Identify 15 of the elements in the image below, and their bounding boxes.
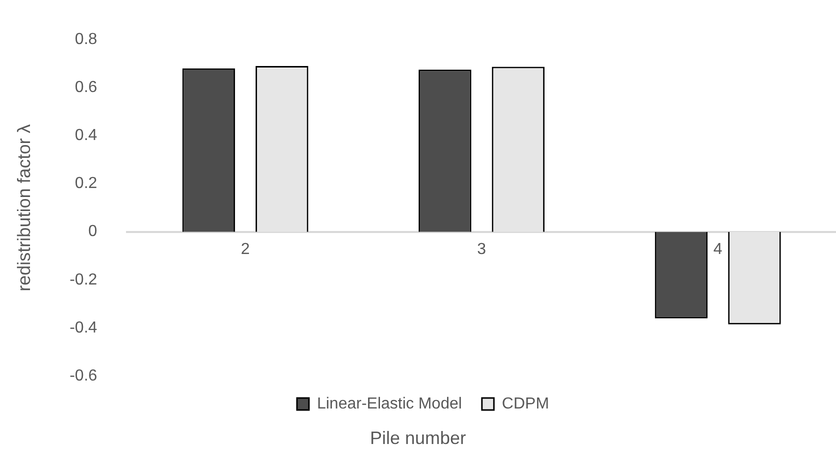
- x-tick-label: 4: [713, 240, 722, 258]
- y-axis-title: redistribution factor λ: [14, 124, 34, 292]
- x-tick-label: 3: [477, 240, 486, 258]
- legend-label: Linear-Elastic Model: [316, 395, 462, 412]
- x-axis-title: Pile number: [368, 428, 468, 449]
- x-tick-label: 2: [240, 240, 250, 258]
- y-tick-label: 0.4: [74, 127, 98, 144]
- y-tick-label: -0.4: [70, 319, 98, 336]
- legend-label: CDPM: [502, 395, 550, 412]
- y-tick-label: -0.6: [70, 367, 98, 384]
- y-tick-label: 0: [88, 223, 98, 240]
- y-tick-label: 0.6: [74, 79, 98, 96]
- y-tick-label: 0.2: [74, 175, 98, 192]
- y-tick-label: 0.8: [74, 31, 98, 48]
- y-tick-label: -0.2: [70, 271, 98, 288]
